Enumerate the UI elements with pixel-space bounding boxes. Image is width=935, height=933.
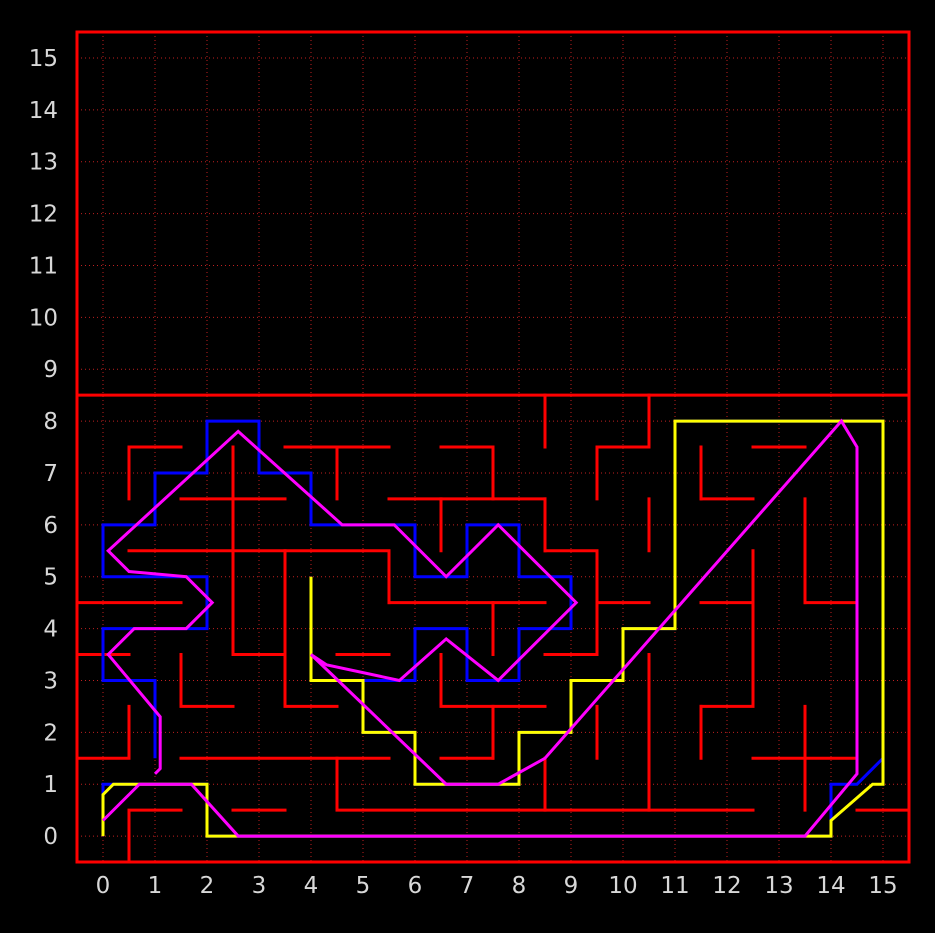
y-tick-label: 7	[43, 461, 58, 487]
x-tick-label: 9	[564, 873, 579, 899]
x-tick-label: 5	[356, 873, 371, 899]
y-tick-label: 8	[43, 409, 58, 435]
x-tick-label: 15	[868, 873, 897, 899]
y-tick-label: 0	[43, 824, 58, 850]
x-tick-label: 12	[712, 873, 741, 899]
maze-wall	[335, 756, 755, 812]
x-tick-labels: 0 1 2 3 4 5 6 7 8 9 10 11 12 13 14 15	[96, 873, 898, 899]
maze-wall	[439, 653, 547, 708]
x-tick-label: 14	[816, 873, 845, 899]
maze-wall	[75, 704, 131, 760]
path-line-magenta	[101, 418, 859, 838]
maze-wall	[127, 445, 183, 501]
y-tick-label: 12	[29, 202, 58, 228]
y-tick-label: 3	[43, 668, 58, 694]
x-tick-label: 4	[304, 873, 319, 899]
maze-wall	[127, 808, 183, 864]
y-tick-label: 15	[29, 46, 58, 72]
y-tick-label: 9	[43, 357, 58, 383]
maze-wall	[283, 549, 339, 708]
y-tick-label: 5	[43, 565, 58, 591]
y-tick-label: 13	[29, 150, 58, 176]
x-tick-label: 13	[764, 873, 793, 899]
x-tick-label: 10	[608, 873, 637, 899]
x-tick-label: 6	[408, 873, 423, 899]
path-series	[101, 418, 885, 838]
y-tick-label: 11	[29, 253, 58, 279]
x-tick-label: 0	[96, 873, 111, 899]
y-tick-label: 4	[43, 617, 58, 643]
y-tick-label: 2	[43, 720, 58, 746]
maze-walls	[75, 30, 911, 864]
x-tick-label: 7	[460, 873, 475, 899]
x-tick-label: 3	[252, 873, 267, 899]
x-tick-label: 2	[200, 873, 215, 899]
y-tick-label: 14	[29, 98, 58, 124]
x-tick-label: 11	[660, 873, 689, 899]
path-line-yellow	[101, 419, 885, 838]
maze-wall	[439, 445, 495, 501]
y-tick-label: 1	[43, 772, 58, 798]
x-tick-label: 1	[148, 873, 163, 899]
y-tick-label: 10	[29, 305, 58, 331]
maze-wall	[595, 445, 651, 501]
maze-wall	[127, 549, 391, 605]
y-tick-label: 6	[43, 513, 58, 539]
x-tick-label: 8	[512, 873, 527, 899]
maze-wall	[179, 653, 235, 708]
